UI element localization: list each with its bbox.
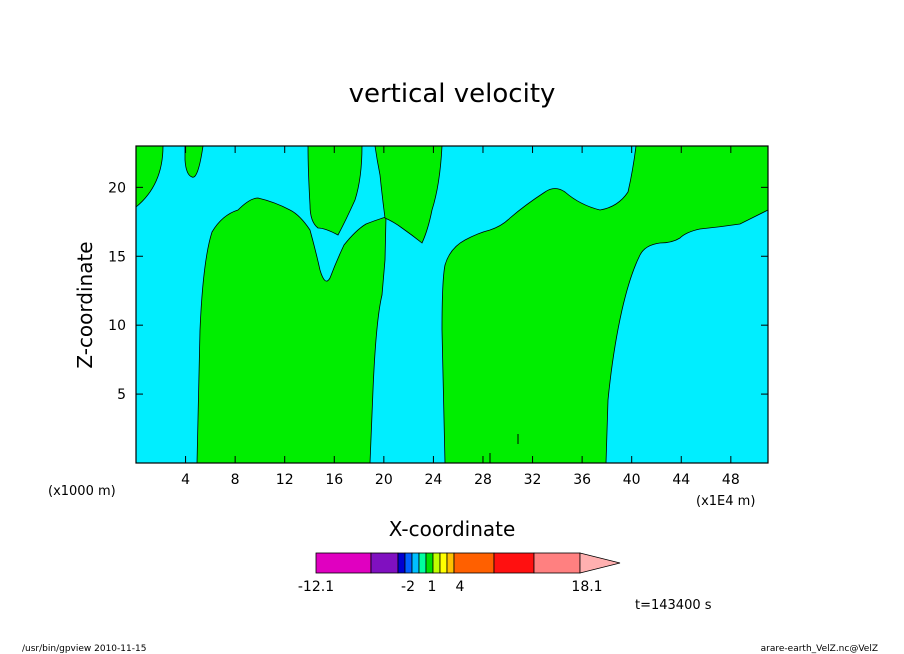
positive-region [184, 145, 204, 178]
x-axis-label: X-coordinate [389, 517, 516, 541]
x-tick-label: 48 [722, 472, 740, 488]
colorbar-segment [439, 552, 448, 574]
colorbar-segment [493, 552, 535, 574]
colorbar-segment [453, 552, 495, 574]
x-tick-label: 8 [231, 472, 240, 488]
colorbar-label: 1 [428, 579, 437, 595]
y-tick-label: 5 [117, 387, 126, 403]
colorbar-label: -2 [401, 579, 415, 595]
positive-regions [135, 145, 769, 464]
x-tick-label: 24 [424, 472, 442, 488]
positive-region [441, 145, 769, 464]
x-tick-label: 12 [276, 472, 294, 488]
footer-right: arare-earth_VelZ.nc@VelZ [761, 644, 878, 654]
x-tick-label: 44 [672, 472, 690, 488]
plot-frame [135, 145, 769, 464]
y-tick-label: 15 [108, 249, 126, 265]
x-tick-label: 36 [573, 472, 591, 488]
positive-region [374, 145, 443, 244]
colorbar-segment [315, 552, 372, 574]
plot-area [135, 145, 769, 464]
y-tick-label: 20 [108, 180, 126, 196]
chart-title: vertical velocity [349, 79, 556, 109]
x-tick-label: 32 [524, 472, 542, 488]
x-tick-label: 4 [181, 472, 190, 488]
positive-region [196, 197, 387, 464]
colorbar-segment [446, 552, 455, 574]
colorbar-segment [418, 552, 427, 574]
colorbar-arrow [579, 552, 621, 574]
x-tick-label: 16 [325, 472, 343, 488]
colorbar-label: -12.1 [298, 579, 334, 595]
colorbar-segment [370, 552, 399, 574]
x-tick-label: 28 [474, 472, 492, 488]
x-unit-left: (x1000 m) [48, 484, 116, 499]
colorbar-segment [411, 552, 420, 574]
colorbar-labels: -12.1 -2 1 4 18.1 [298, 579, 603, 595]
colorbar-segment [425, 552, 434, 574]
y-axis: 5 10 15 20 [108, 180, 768, 403]
y-axis-label: Z-coordinate [73, 241, 97, 368]
colorbar-segment [432, 552, 441, 574]
footer-left: /usr/bin/gpview 2010-11-15 [22, 644, 146, 654]
positive-region [307, 145, 363, 236]
x-tick-label: 20 [375, 472, 393, 488]
colorbar-segment [533, 552, 581, 574]
colorbar [315, 552, 621, 574]
x-tick-label: 40 [623, 472, 641, 488]
time-label: t=143400 s [635, 598, 712, 613]
colorbar-label: 4 [456, 579, 465, 595]
colorbar-segment [397, 552, 406, 574]
y-tick-label: 10 [108, 318, 126, 334]
positive-region [135, 145, 164, 208]
colorbar-segment [404, 552, 413, 574]
colorbar-label: 18.1 [571, 579, 602, 595]
x-unit-right: (x1E4 m) [696, 494, 755, 509]
x-axis: 4 8 12 16 20 24 28 32 36 40 44 48 [181, 146, 740, 488]
